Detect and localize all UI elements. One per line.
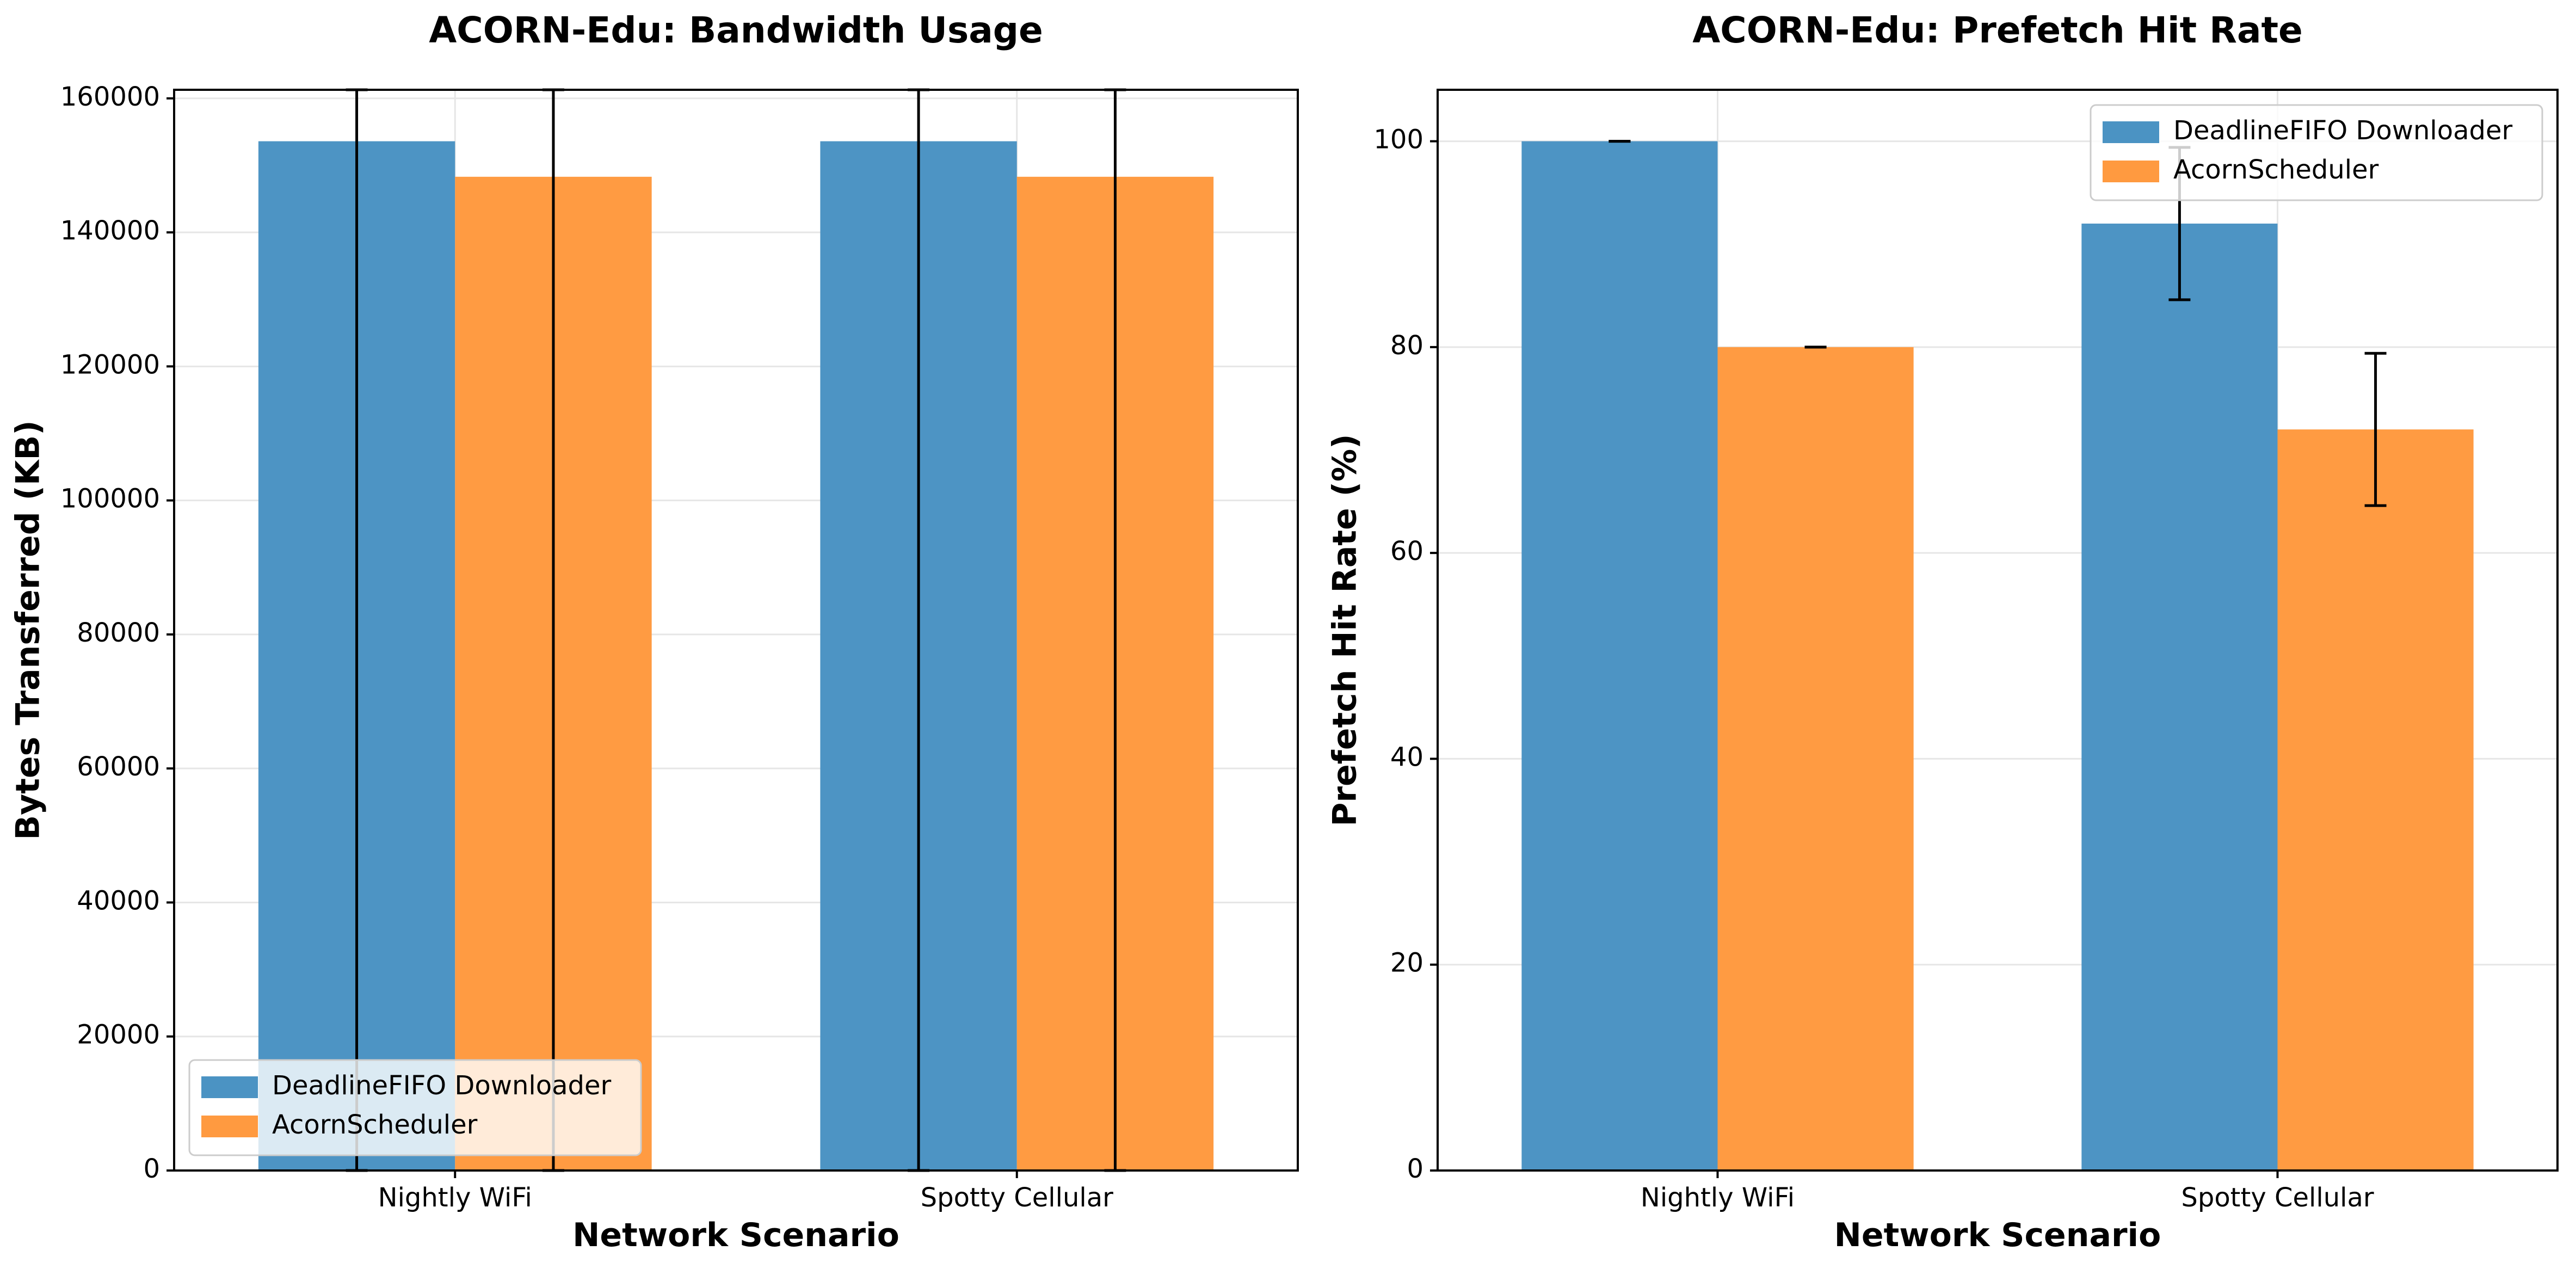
y-tick-label: 20000	[77, 1020, 160, 1050]
chart-1: 0 20000 40000 60000 80000 100000 120000 140000 1…	[9, 9, 1299, 1254]
y-tick-label: 100000	[60, 484, 160, 514]
y-tick-label: 160000	[60, 82, 160, 112]
x-axis-label: Network Scenario	[1834, 1216, 2161, 1254]
y-tick-label: 0	[1407, 1154, 1423, 1184]
y-axis: 0 20 40 60 80 100	[1373, 125, 1438, 1184]
legend-swatch	[2103, 161, 2159, 182]
chart-title: ACORN-Edu: Bandwidth Usage	[429, 9, 1043, 51]
legend-label: DeadlineFIFO Downloader	[272, 1070, 612, 1101]
x-axis: Nightly WiFi Spotty Cellular	[1641, 1171, 2374, 1213]
legend-box	[2090, 104, 2543, 201]
y-tick-label: 80000	[77, 618, 160, 648]
plot-frame	[173, 89, 1299, 1172]
x-tick-label: Spotty Cellular	[2181, 1182, 2374, 1213]
y-axis-label: Bytes Transferred (KB)	[9, 420, 47, 840]
y-tick-label: 120000	[60, 349, 160, 380]
legend-label: AcornScheduler	[272, 1110, 478, 1140]
chart-title: ACORN-Edu: Prefetch Hit Rate	[1692, 9, 2303, 51]
legend: DeadlineFIFO Downloader AcornScheduler	[2090, 104, 2543, 201]
y-tick-label: 140000	[60, 215, 160, 246]
y-tick-label: 0	[143, 1154, 160, 1184]
legend-swatch	[201, 1076, 258, 1098]
legend-item: AcornScheduler	[201, 1110, 478, 1140]
y-tick-label: 60	[1390, 536, 1423, 566]
y-tick-label: 40000	[77, 885, 160, 916]
y-axis-label: Prefetch Hit Rate (%)	[1326, 434, 1364, 826]
legend-label: DeadlineFIFO Downloader	[2173, 115, 2513, 146]
y-axis: 0 20000 40000 60000 80000 100000 120000 140000 1…	[60, 82, 174, 1184]
legend-swatch	[201, 1116, 258, 1137]
chart-2: 0 20 40 60 80 100 Nightly WiFi Spotty Cellular A…	[1326, 9, 2559, 1254]
legend-item: DeadlineFIFO Downloader	[201, 1070, 612, 1101]
x-tick-label: Nightly WiFi	[1641, 1182, 1795, 1213]
legend-label: AcornScheduler	[2173, 155, 2379, 185]
y-tick-label: 20	[1390, 948, 1423, 978]
legend: DeadlineFIFO Downloader AcornScheduler	[188, 1059, 642, 1156]
bar-deadlinefifo-downloader-1	[1521, 141, 1718, 1171]
bar-acornscheduler-2	[2277, 429, 2474, 1171]
y-tick-label: 100	[1373, 125, 1423, 155]
legend-item: DeadlineFIFO Downloader	[2103, 115, 2513, 146]
bar-deadlinefifo-downloader-2	[2081, 223, 2278, 1171]
legend-item: AcornScheduler	[2103, 155, 2379, 185]
x-tick-label: Nightly WiFi	[378, 1182, 532, 1213]
legend-swatch	[2103, 121, 2159, 143]
y-tick-label: 60000	[77, 751, 160, 782]
error-bar	[2364, 352, 2387, 507]
legend-box	[188, 1059, 642, 1156]
y-tick-label: 40	[1390, 742, 1423, 772]
y-tick-label: 80	[1390, 330, 1423, 361]
x-axis: Nightly WiFi Spotty Cellular	[378, 1171, 1113, 1213]
x-tick-label: Spotty Cellular	[921, 1182, 1114, 1213]
plot-frame	[1437, 89, 2559, 1172]
x-axis-label: Network Scenario	[572, 1216, 899, 1254]
bar-acornscheduler-1	[1717, 347, 1914, 1171]
bars	[1521, 141, 2474, 1171]
